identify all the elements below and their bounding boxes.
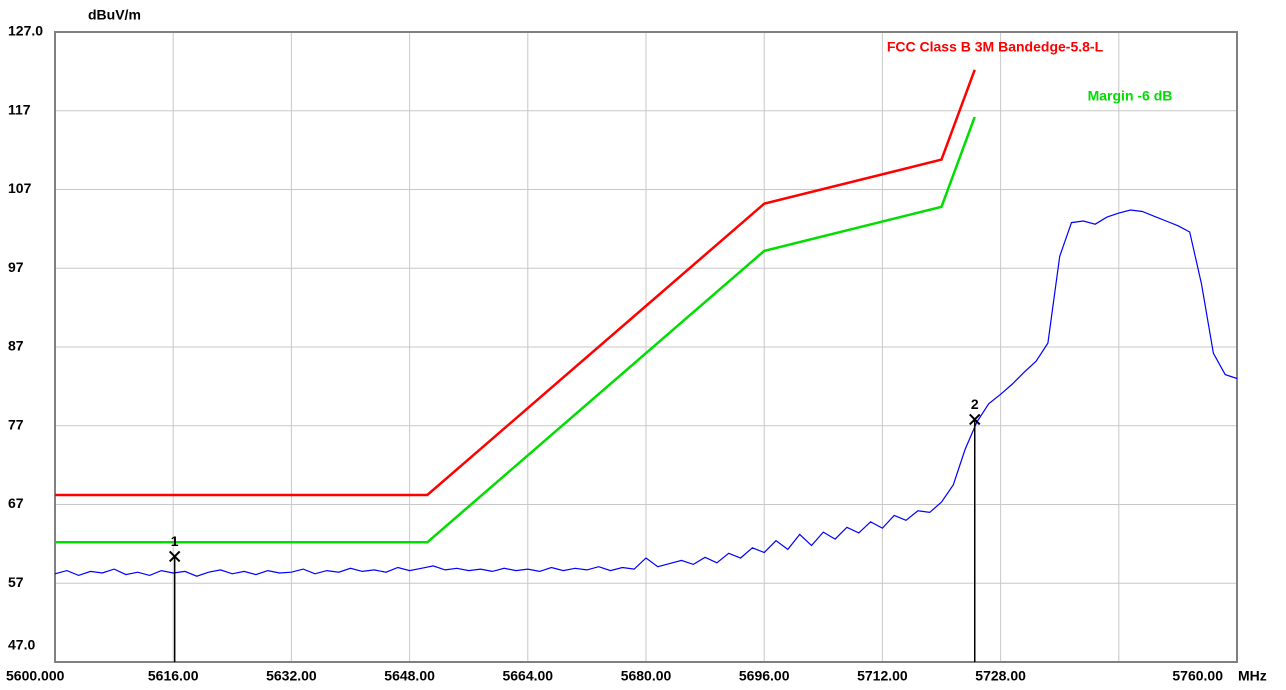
y-tick-label: 107 <box>8 180 32 196</box>
marker-cross <box>969 413 981 426</box>
x-tick-label: 5728.00 <box>975 668 1026 684</box>
marker-label: 1 <box>171 533 179 549</box>
x-tick-label: 5664.00 <box>502 668 553 684</box>
y-tick-label: 127.0 <box>8 23 43 39</box>
y-tick-label: 57 <box>8 574 24 590</box>
y-unit: dBuV/m <box>88 7 141 23</box>
x-tick-label: 5712.00 <box>857 668 908 684</box>
x-tick-label: 5696.00 <box>739 668 790 684</box>
plot-border <box>54 31 1238 663</box>
x-tick-label: 5616.00 <box>148 668 199 684</box>
y-tick-label: 97 <box>8 259 24 275</box>
legend-entry: Margin -6 dB <box>1088 88 1173 104</box>
x-tick-label: 5760.00 <box>1172 668 1223 684</box>
x-tick-label: 5680.00 <box>621 668 672 684</box>
x-tick-label: 5632.00 <box>266 668 317 684</box>
y-tick-label: 67 <box>8 495 24 511</box>
x-tick-label: 5648.00 <box>384 668 435 684</box>
y-tick-label: 117 <box>8 101 31 117</box>
series-line <box>54 209 1238 577</box>
x-unit: MHz <box>1238 668 1267 684</box>
legend-entry: FCC Class B 3M Bandedge-5.8-L <box>887 39 1104 55</box>
series-line <box>55 116 976 544</box>
y-tick-label: 77 <box>8 416 24 432</box>
y-tick-label: 47.0 <box>8 637 35 653</box>
y-tick-label: 87 <box>8 338 24 354</box>
marker-label: 2 <box>971 396 979 412</box>
marker-cross <box>168 550 181 563</box>
series-line <box>55 69 976 497</box>
x-tick-label: 5600.000 <box>6 668 65 684</box>
